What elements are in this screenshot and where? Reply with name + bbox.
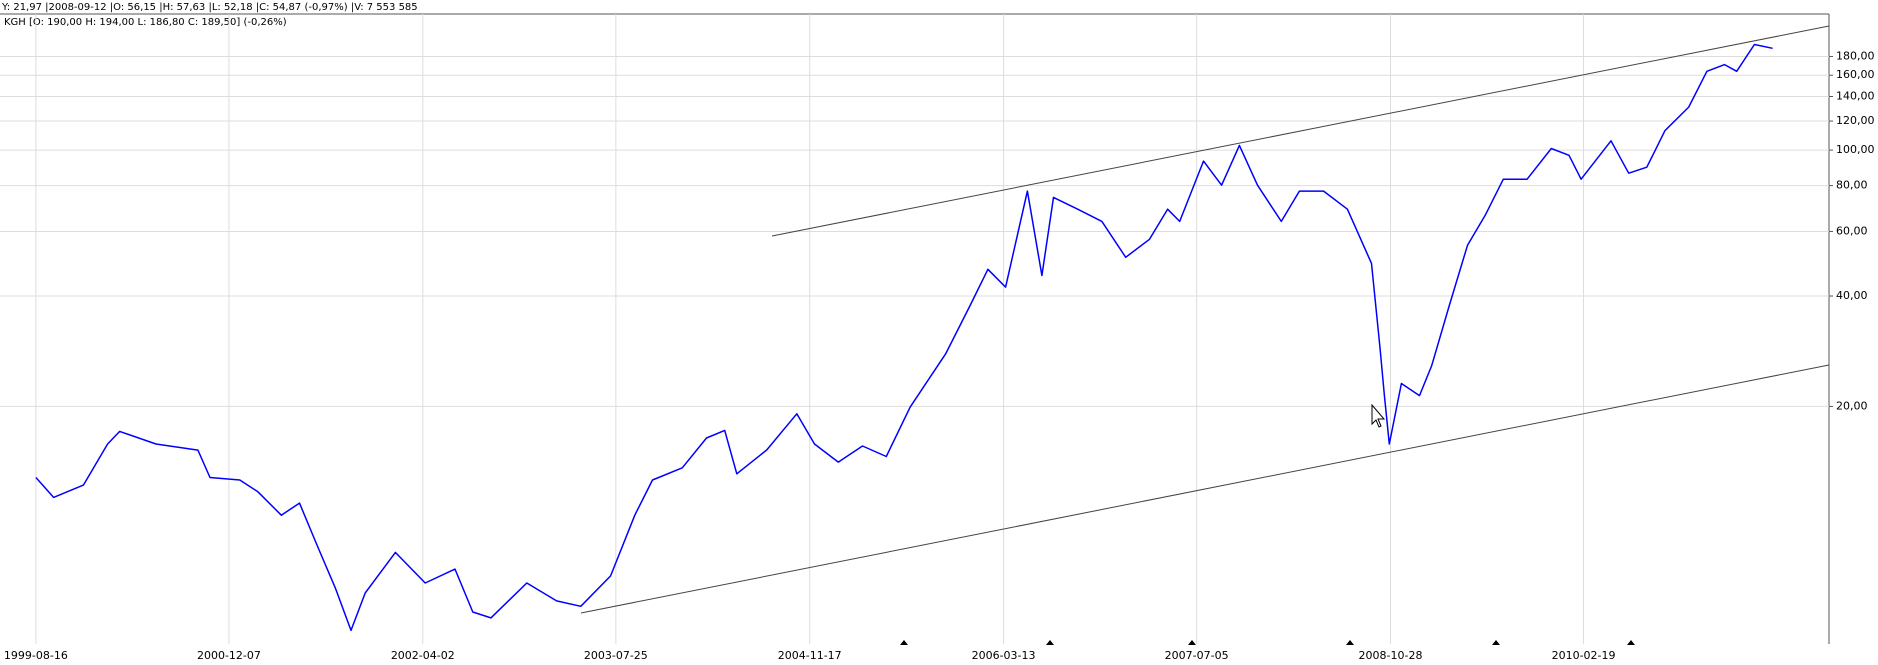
event-marker bbox=[1346, 640, 1354, 645]
cursor-info: Y: 21,97 |2008-09-12 |O: 56,15 |H: 57,63… bbox=[1, 2, 418, 13]
y-tick-label: 140,00 bbox=[1836, 89, 1875, 102]
y-tick-label: 120,00 bbox=[1836, 114, 1875, 127]
quote-info: KGH [O: 190,00 H: 194,00 L: 186,80 C: 18… bbox=[4, 17, 287, 28]
x-tick-label: 2007-07-05 bbox=[1165, 649, 1229, 662]
x-tick-label: 2002-04-02 bbox=[391, 649, 455, 662]
y-tick-label: 100,00 bbox=[1836, 143, 1875, 156]
event-marker bbox=[1492, 640, 1500, 645]
y-tick-label: 80,00 bbox=[1836, 179, 1868, 192]
y-tick-label: 20,00 bbox=[1836, 399, 1868, 412]
event-marker bbox=[900, 640, 908, 645]
event-marker bbox=[1046, 640, 1054, 645]
x-tick-label: 2008-10-28 bbox=[1359, 649, 1423, 662]
x-tick-label: 2000-12-07 bbox=[197, 649, 261, 662]
event-marker bbox=[1188, 640, 1196, 645]
grid: 1999-08-16 2000-12-07 2002-04-02 2003-07-25… bbox=[0, 14, 1875, 662]
y-tick-label: 180,00 bbox=[1836, 49, 1875, 62]
mouse-cursor bbox=[1371, 403, 1386, 428]
event-marker bbox=[1627, 640, 1635, 645]
y-tick-label: 60,00 bbox=[1836, 224, 1868, 237]
y-tick-label: 40,00 bbox=[1836, 289, 1868, 302]
upper-trendline bbox=[771, 25, 1830, 237]
series bbox=[35, 43, 1773, 632]
x-tick-label: 1999-08-16 bbox=[4, 649, 68, 662]
price-line bbox=[35, 43, 1773, 632]
lower-trendline bbox=[580, 364, 1830, 614]
x-tick-label: 2004-11-17 bbox=[778, 649, 842, 662]
event-markers bbox=[900, 640, 1635, 645]
y-tick-label: 160,00 bbox=[1836, 68, 1875, 81]
x-tick-label: 2003-07-25 bbox=[584, 649, 648, 662]
x-tick-label: 2010-02-19 bbox=[1552, 649, 1616, 662]
x-tick-label: 2006-03-13 bbox=[972, 649, 1036, 662]
